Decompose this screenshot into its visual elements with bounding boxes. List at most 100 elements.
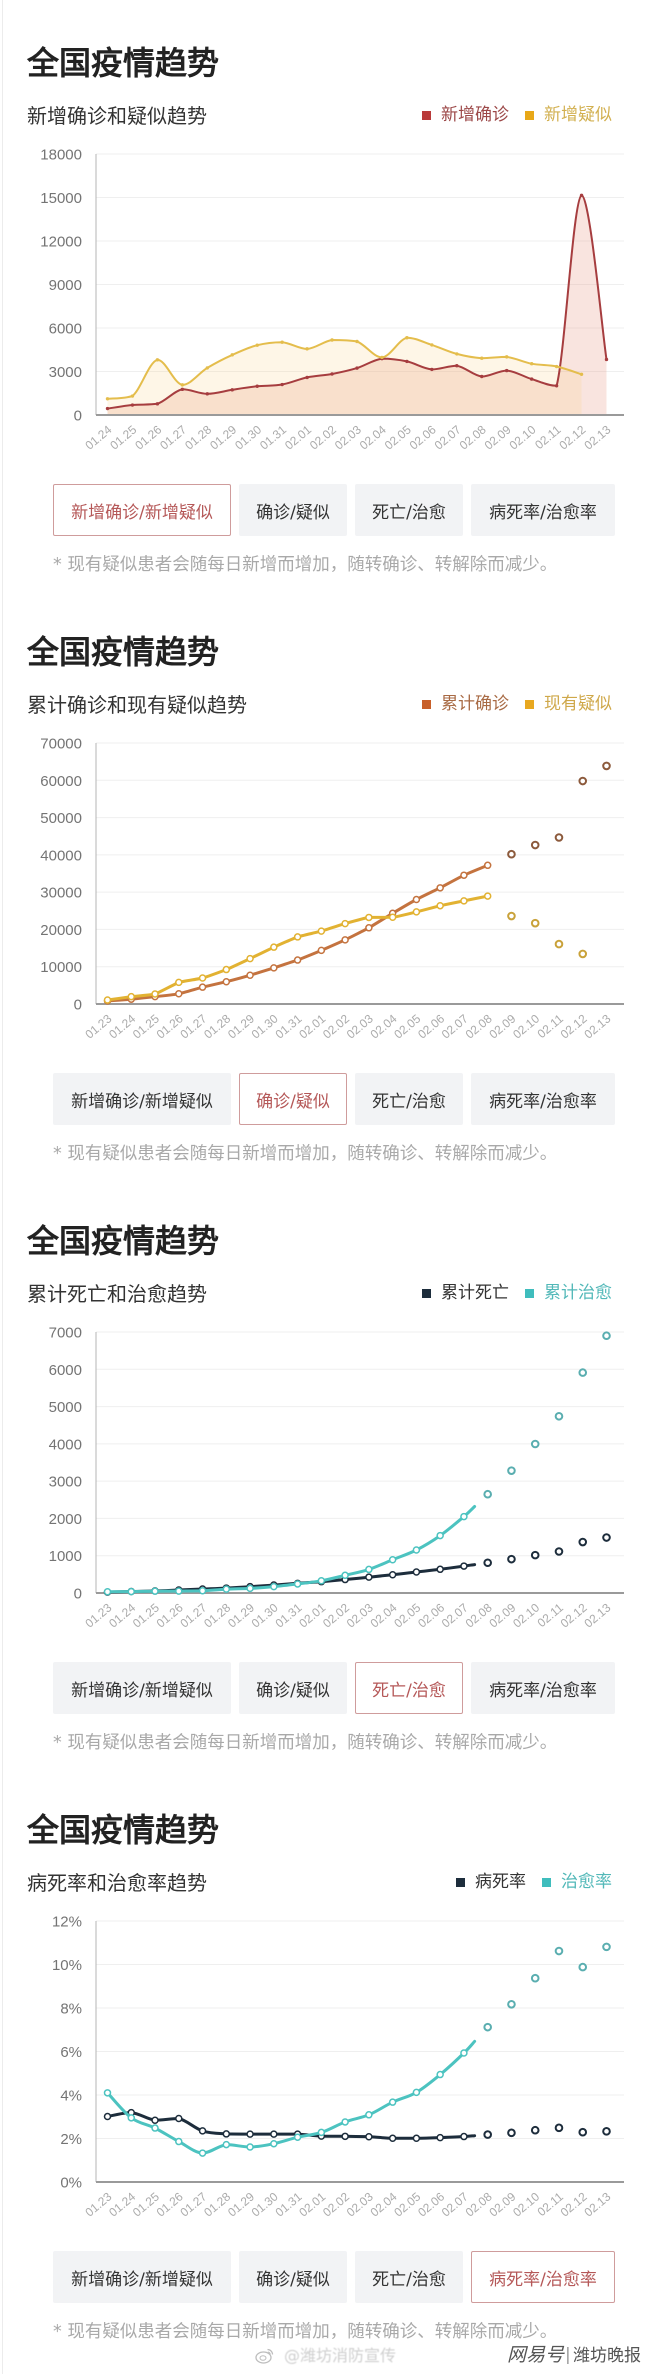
y-tick-label: 2% [60, 2131, 82, 2148]
series-area-fill [107, 337, 582, 415]
y-tick-label: 10% [52, 1957, 82, 1974]
legend-square-icon [542, 1877, 551, 1887]
data-point-marker [270, 943, 278, 951]
y-tick-label: 7000 [49, 1325, 82, 1342]
data-point-marker [365, 913, 373, 922]
chart-tab-bar: 新增确诊/新增疑似 确诊/疑似 死亡/治愈 病死率/治愈率 [53, 484, 615, 536]
tab-death-cure-rates[interactable]: 病死率/治愈率 [471, 1662, 615, 1714]
data-point-marker [317, 946, 326, 955]
tab-deaths-cured[interactable]: 死亡/治愈 [355, 1073, 463, 1125]
data-point-marker [388, 913, 397, 922]
y-tick-label: 60000 [40, 773, 82, 790]
data-point-marker [103, 2112, 112, 2121]
data-point-marker [412, 895, 421, 904]
legend-item-new-confirmed[interactable]: 新增确诊 [422, 105, 509, 125]
data-point-marker [105, 406, 110, 411]
projected-point-marker [578, 2127, 588, 2137]
data-point-marker [460, 1562, 468, 1570]
x-tick-label: 02.04 [368, 2189, 400, 2219]
x-tick-label: 02.10 [510, 1011, 542, 1041]
chart-subtitle: 累计死亡和治愈趋势 [27, 1282, 207, 1306]
x-tick-label: 02.09 [482, 422, 514, 452]
panel-title: 全国疫情趋势 [27, 1222, 220, 1260]
tab-death-cure-rates[interactable]: 病死率/治愈率 [471, 484, 615, 536]
data-point-marker [430, 343, 434, 347]
x-tick-label: 01.28 [182, 422, 214, 452]
legend-square-icon [525, 699, 534, 709]
legend-item-death-rate[interactable]: 病死率 [456, 1872, 526, 1892]
y-tick-label: 50000 [40, 810, 82, 827]
data-point-marker [270, 964, 278, 972]
tab-confirmed-suspected[interactable]: 确诊/疑似 [239, 484, 347, 536]
x-tick-label: 01.24 [82, 422, 114, 452]
x-tick-label: 01.30 [249, 1011, 281, 1041]
legend-square-icon [525, 1288, 534, 1298]
chart-subtitle: 累计确诊和现有疑似趋势 [27, 693, 247, 717]
data-point-marker [430, 367, 434, 372]
projected-point-marker [578, 1537, 588, 1547]
legend-item-cure-rate[interactable]: 治愈率 [542, 1872, 612, 1892]
weibo-icon [255, 2348, 274, 2364]
tab-death-cure-rates[interactable]: 病死率/治愈率 [471, 1073, 615, 1125]
data-point-marker [246, 971, 254, 979]
y-tick-label: 10000 [40, 959, 82, 976]
data-point-marker [175, 978, 183, 987]
data-point-marker [505, 355, 509, 359]
data-point-marker [127, 2114, 136, 2122]
line-chart-cumulative: 0 10000 20000 30000 40000 50000 60000 70000 01.2… [40, 736, 624, 1042]
tab-new-confirmed-suspected[interactable]: 新增确诊/新增疑似 [53, 2251, 231, 2303]
data-point-marker [205, 366, 209, 370]
data-point-marker [246, 954, 254, 963]
projected-point-marker [578, 776, 588, 786]
data-point-marker [317, 2128, 326, 2137]
data-point-marker [151, 990, 159, 998]
x-tick-label: 01.31 [257, 422, 289, 452]
projected-point-marker [602, 2127, 611, 2136]
data-point-marker [198, 983, 207, 991]
x-tick-label: 02.13 [581, 2189, 613, 2219]
x-tick-label: 02.02 [307, 422, 339, 452]
tab-death-cure-rates[interactable]: 病死率/治愈率 [471, 2251, 615, 2303]
data-point-marker [280, 340, 284, 344]
x-tick-label: 02.12 [558, 1600, 590, 1630]
tab-new-confirmed-suspected[interactable]: 新增确诊/新增疑似 [53, 1073, 231, 1125]
tab-deaths-cured[interactable]: 死亡/治愈 [355, 484, 463, 536]
data-point-marker [455, 364, 459, 368]
legend-item-cumulative-confirmed[interactable]: 累计确诊 [422, 694, 509, 714]
netease-brand-watermark: 网易号 [507, 2344, 565, 2366]
x-tick-label: 02.12 [558, 1011, 590, 1041]
x-tick-label: 01.31 [273, 1600, 305, 1630]
y-tick-label: 9000 [49, 277, 82, 294]
tab-new-confirmed-suspected[interactable]: 新增确诊/新增疑似 [53, 484, 231, 536]
tab-confirmed-suspected[interactable]: 确诊/疑似 [239, 1073, 347, 1125]
data-point-marker [460, 1512, 468, 1521]
legend-item-cumulative-deaths[interactable]: 累计死亡 [422, 1283, 509, 1303]
series-line [106, 194, 608, 410]
tab-new-confirmed-suspected[interactable]: 新增确诊/新增疑似 [53, 1662, 231, 1714]
data-point-marker [151, 1587, 159, 1595]
legend-item-cumulative-cured[interactable]: 累计治愈 [525, 1283, 612, 1303]
x-tick-label: 02.04 [368, 1011, 400, 1041]
data-point-marker [246, 2143, 254, 2151]
tab-deaths-cured[interactable]: 死亡/治愈 [355, 2251, 463, 2303]
x-tick-label: 01.23 [82, 2189, 114, 2219]
y-tick-label: 70000 [40, 736, 82, 753]
data-point-marker [483, 861, 492, 870]
tab-confirmed-suspected[interactable]: 确诊/疑似 [239, 2251, 347, 2303]
series-line [106, 863, 490, 1003]
legend-item-new-suspected[interactable]: 新增疑似 [525, 105, 612, 125]
data-point-marker [365, 1565, 373, 1574]
data-point-marker [180, 383, 185, 387]
tab-confirmed-suspected[interactable]: 确诊/疑似 [239, 1662, 347, 1714]
x-tick-label: 02.07 [439, 2189, 471, 2219]
x-tick-label: 01.30 [249, 1600, 281, 1630]
projected-point-marker [602, 761, 611, 771]
x-tick-label: 02.10 [510, 1600, 542, 1630]
data-point-marker [175, 2114, 183, 2123]
data-point-marker [579, 372, 584, 376]
tab-deaths-cured[interactable]: 死亡/治愈 [355, 1662, 463, 1714]
projected-point-marker [578, 949, 588, 959]
x-tick-label: 02.10 [510, 2189, 542, 2219]
data-point-marker [436, 2070, 444, 2079]
legend-item-current-suspected[interactable]: 现有疑似 [525, 694, 612, 714]
